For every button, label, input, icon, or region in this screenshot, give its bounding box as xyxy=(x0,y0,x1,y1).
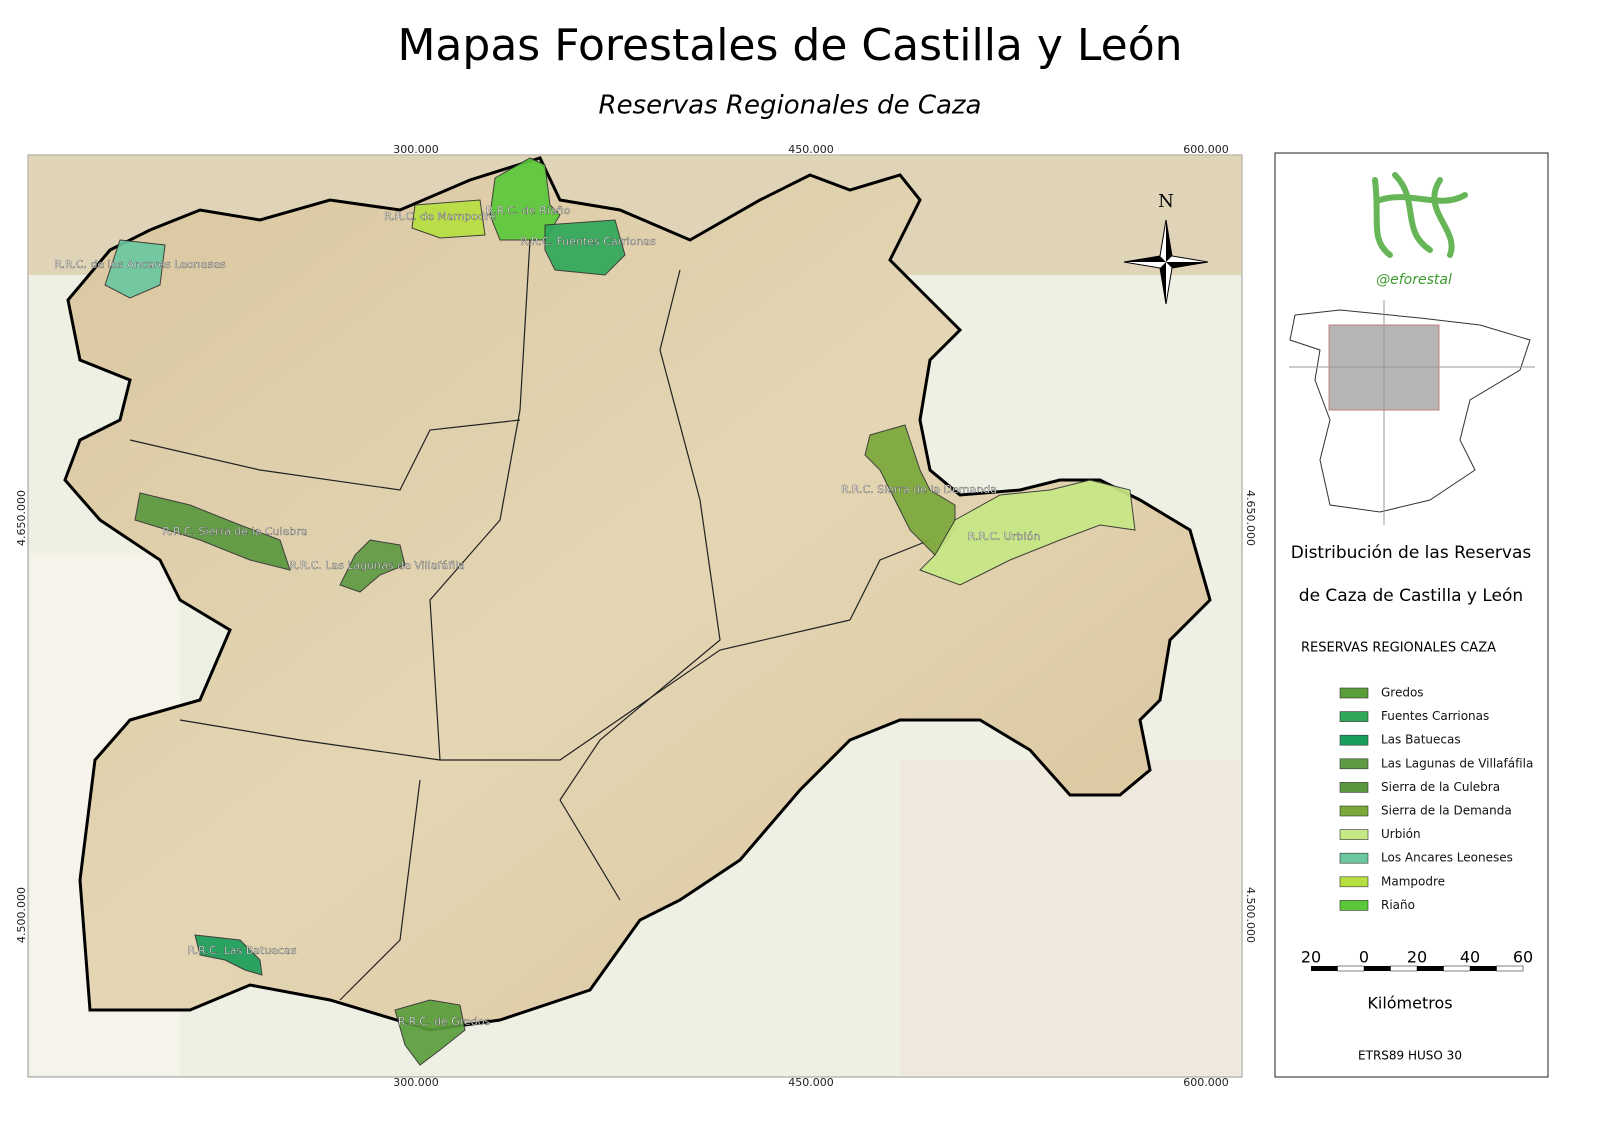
coordinates: 300.000 450.000 600.000 300.000 450.000 600.0… xyxy=(15,143,1257,1089)
reserve-area xyxy=(104,239,166,299)
legend-swatch xyxy=(1339,900,1369,911)
reserve-label: R.R.C. Las Batuecas xyxy=(187,944,296,957)
reserve-area xyxy=(134,492,291,571)
reserve-label: R.R.C. de Riaño xyxy=(486,204,571,217)
brand: @eforestal xyxy=(1376,272,1452,288)
legend-label: Fuentes Carrionas xyxy=(1381,709,1489,723)
crs: ETRS89 HUSO 30 xyxy=(1358,1049,1462,1063)
legend-swatch xyxy=(1339,876,1369,888)
border xyxy=(559,799,621,901)
border xyxy=(339,779,421,1001)
scale-tick-label: 0 xyxy=(1359,948,1369,967)
reserve-label: R.R.C. Las Lagunas de Villafáfila xyxy=(289,559,465,572)
legend-swatch xyxy=(1339,758,1369,770)
reserve-label: R.R.C. de Mampodre xyxy=(384,210,496,223)
reserve-label: R.R.C. Fuentes Carrionas xyxy=(520,235,656,248)
logo-stroke xyxy=(1392,172,1433,253)
coord-label: 300.000 xyxy=(393,143,439,156)
scale-segment xyxy=(1390,965,1418,972)
logo-stroke xyxy=(1377,192,1468,204)
coord-label: 4.500.000 xyxy=(15,887,28,943)
reserve-area xyxy=(411,199,486,239)
reserve-area xyxy=(339,539,406,593)
legend-swatch xyxy=(1339,805,1369,817)
border xyxy=(849,539,931,621)
reserve-label: R.R.C. de Gredos xyxy=(398,1015,491,1028)
legend-swatch xyxy=(1339,852,1369,864)
legend-label: Sierra de la Culebra xyxy=(1381,780,1500,794)
reserve-area xyxy=(394,999,466,1066)
legend-label: Las Lagunas de Villafáfila xyxy=(1381,756,1533,770)
scale-tick-label: 20 xyxy=(1301,948,1321,967)
side-panel xyxy=(1274,152,1549,1078)
coord-label: 450.000 xyxy=(788,1076,834,1089)
coord-label: 4.500.000 xyxy=(1244,887,1257,943)
reserve-area xyxy=(919,479,1136,586)
locator-map xyxy=(1289,300,1535,525)
scale-segment xyxy=(1496,965,1524,972)
scale-bar: 20 0 20 40 60 xyxy=(1301,948,1533,972)
legend-swatch xyxy=(1339,687,1369,699)
legend-swatch xyxy=(1339,829,1369,840)
legend-swatch xyxy=(1339,782,1369,793)
reserve-area xyxy=(194,934,263,976)
reserve-label: R.R.C. de los Ancares Leoneses xyxy=(54,258,226,271)
coord-label: 600.000 xyxy=(1183,1076,1229,1089)
reserve-area xyxy=(489,157,561,241)
border xyxy=(559,269,721,801)
panel-heading: Distribución de las Reservas xyxy=(1291,543,1532,563)
scale-tick-label: 60 xyxy=(1513,948,1533,967)
legend-label: Mampodre xyxy=(1381,874,1445,888)
coord-label: 4.650.000 xyxy=(15,490,28,546)
legend-swatch xyxy=(1339,711,1369,722)
scale-segment xyxy=(1337,965,1365,972)
north-label: N xyxy=(1158,191,1174,212)
logo-stroke xyxy=(1372,177,1393,258)
region-boundary xyxy=(63,156,1212,1032)
border xyxy=(129,419,521,491)
coord-label: 300.000 xyxy=(393,1076,439,1089)
scale-tick-label: 40 xyxy=(1460,948,1480,967)
reserves xyxy=(104,157,1136,1066)
legend-label: Sierra de la Demanda xyxy=(1381,804,1512,818)
coord-label: 600.000 xyxy=(1183,143,1229,156)
border xyxy=(429,239,531,761)
coord-label: 4.650.000 xyxy=(1244,490,1257,546)
reserve-area xyxy=(544,219,626,276)
logo-stroke xyxy=(1431,177,1455,258)
subtitle: Reservas Regionales de Caza xyxy=(599,91,982,121)
panel-heading: de Caza de Castilla y León xyxy=(1299,586,1523,606)
compass: N xyxy=(1123,191,1209,305)
legend-label: Las Batuecas xyxy=(1381,733,1461,747)
reserve-label: R.R.C. Sierra de la Culebra xyxy=(162,525,307,538)
scale-unit: Kilómetros xyxy=(1367,994,1452,1013)
coord-label: 450.000 xyxy=(788,143,834,156)
reserve-label: R.R.C. Sierra de la Demanda xyxy=(841,483,997,496)
legend-label: Riaño xyxy=(1381,898,1415,912)
province-borders xyxy=(129,239,931,1001)
legend-swatch xyxy=(1339,734,1369,746)
compass-shade xyxy=(1124,220,1208,304)
legend-label: Urbión xyxy=(1381,827,1421,841)
legend-title: RESERVAS REGIONALES CAZA xyxy=(1301,641,1496,656)
legend-label: Los Ancares Leoneses xyxy=(1381,851,1513,865)
scale-tick-label: 20 xyxy=(1407,948,1427,967)
reserve-label: R.R.C. Urbión xyxy=(968,530,1041,543)
border xyxy=(179,619,851,761)
madrid-area xyxy=(900,760,1240,1075)
legend: Gredos Fuentes Carrionas Las Batuecas Las L… xyxy=(1339,686,1533,912)
title: Mapas Forestales de Castilla y León xyxy=(397,20,1182,71)
legend-label: Gredos xyxy=(1381,686,1424,700)
scale-segment xyxy=(1443,965,1471,972)
logo xyxy=(1372,172,1468,258)
